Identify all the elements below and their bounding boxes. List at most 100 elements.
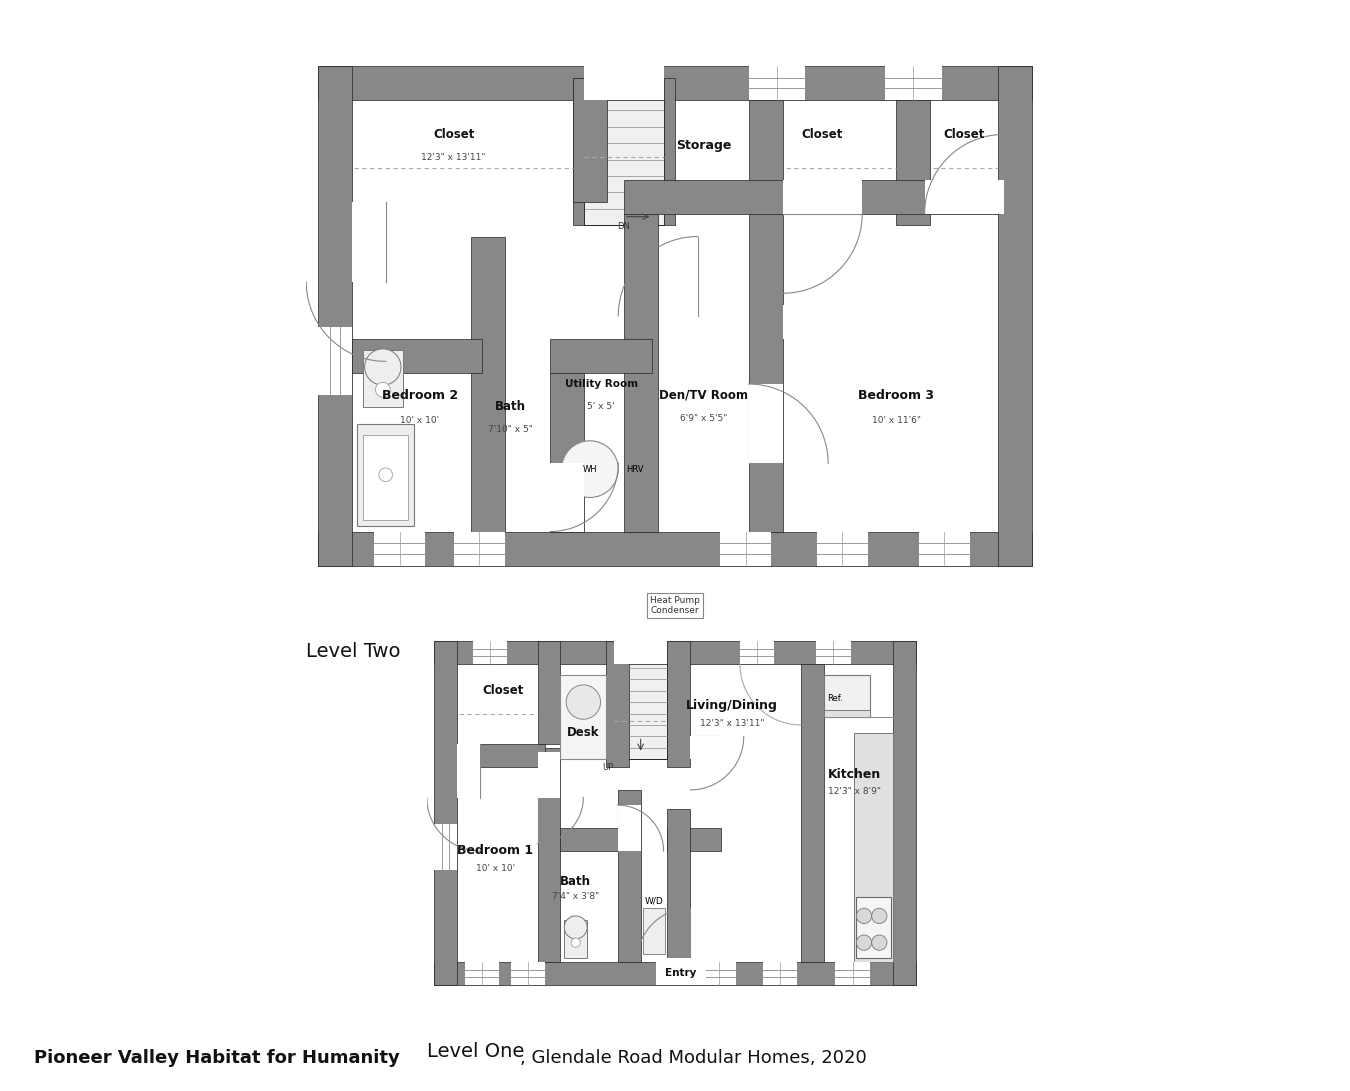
Bar <box>464 962 500 984</box>
Bar <box>618 790 641 962</box>
Bar <box>454 531 505 565</box>
Bar <box>614 656 667 759</box>
Text: 12'3" x 13'11": 12'3" x 13'11" <box>701 719 764 728</box>
Bar <box>458 744 481 798</box>
Bar <box>351 338 482 373</box>
Text: Closet: Closet <box>433 128 474 141</box>
Bar <box>624 214 657 531</box>
Bar <box>472 642 508 663</box>
Bar <box>351 203 386 281</box>
Bar <box>783 180 999 214</box>
Circle shape <box>379 468 393 481</box>
Bar <box>667 810 690 962</box>
Bar <box>351 100 999 531</box>
Bar <box>435 640 458 984</box>
Bar <box>824 709 869 718</box>
Bar <box>435 642 915 663</box>
Bar <box>892 640 915 984</box>
Bar <box>856 897 891 958</box>
Text: 5' x 5': 5' x 5' <box>587 403 616 411</box>
Bar <box>749 100 783 531</box>
Bar <box>374 531 425 565</box>
Bar <box>614 637 667 663</box>
Bar <box>458 744 545 767</box>
Text: 7'10" x 5": 7'10" x 5" <box>489 424 533 434</box>
Bar <box>884 67 942 100</box>
Bar <box>317 327 351 395</box>
Bar <box>560 828 625 851</box>
Bar <box>537 748 560 962</box>
Bar <box>783 304 850 338</box>
Bar <box>740 642 775 663</box>
Bar <box>537 640 560 744</box>
Bar <box>510 962 545 984</box>
Text: Closet: Closet <box>802 128 844 141</box>
Circle shape <box>375 382 390 397</box>
Bar <box>817 642 850 663</box>
Bar <box>664 237 698 316</box>
Bar <box>435 825 458 871</box>
Bar <box>363 350 402 407</box>
Text: Ref.: Ref. <box>828 694 844 703</box>
Text: 10' x 10': 10' x 10' <box>400 417 439 425</box>
Bar <box>643 908 666 954</box>
Bar <box>317 67 1033 100</box>
Text: Storage: Storage <box>676 140 732 153</box>
Text: Bath: Bath <box>495 400 526 413</box>
Bar <box>721 531 771 565</box>
Bar <box>656 958 706 984</box>
Text: Level Two: Level Two <box>306 643 401 661</box>
Bar <box>537 752 560 798</box>
Bar <box>999 67 1033 565</box>
Bar <box>817 531 868 565</box>
Bar <box>363 435 408 520</box>
Bar <box>855 733 892 962</box>
Bar <box>702 962 736 984</box>
Bar <box>763 962 798 984</box>
Bar <box>458 663 892 962</box>
Bar <box>749 384 783 464</box>
Text: Bedroom 2: Bedroom 2 <box>382 388 458 401</box>
Text: UP: UP <box>602 764 614 772</box>
Text: Entry: Entry <box>666 968 697 979</box>
Bar <box>551 464 585 531</box>
Bar <box>690 736 744 759</box>
Bar <box>564 920 587 958</box>
Bar <box>801 663 824 962</box>
Text: DN: DN <box>617 223 630 231</box>
Bar <box>919 531 971 565</box>
Bar <box>560 828 618 962</box>
Bar <box>585 373 629 531</box>
Text: Level One: Level One <box>427 1042 524 1060</box>
Bar <box>572 77 585 225</box>
Text: Closet: Closet <box>944 128 986 141</box>
Bar <box>551 338 652 373</box>
Bar <box>925 180 1004 214</box>
Text: WH: WH <box>583 465 597 473</box>
Text: Kitchen: Kitchen <box>828 768 882 781</box>
Bar <box>657 214 755 531</box>
Bar <box>585 77 664 225</box>
Text: 12'3" x 13'11": 12'3" x 13'11" <box>421 153 486 161</box>
Bar <box>317 531 1033 565</box>
Bar <box>624 180 783 214</box>
Text: 7'4" x 3'8": 7'4" x 3'8" <box>552 892 599 901</box>
Circle shape <box>566 685 601 719</box>
Circle shape <box>562 441 618 497</box>
Text: , Glendale Road Modular Homes, 2020: , Glendale Road Modular Homes, 2020 <box>520 1050 867 1067</box>
Bar <box>317 67 351 565</box>
Circle shape <box>571 938 580 947</box>
Text: Pioneer Valley Habitat for Humanity: Pioneer Valley Habitat for Humanity <box>34 1050 400 1067</box>
Bar <box>656 958 706 984</box>
Bar <box>836 962 869 984</box>
Bar <box>641 828 667 962</box>
Bar <box>606 640 629 767</box>
Bar <box>471 237 505 531</box>
Text: Bedroom 1: Bedroom 1 <box>458 844 533 858</box>
Circle shape <box>564 916 587 938</box>
Bar <box>358 423 414 526</box>
Text: Closet: Closet <box>482 684 524 697</box>
Text: Den/TV Room: Den/TV Room <box>659 388 748 401</box>
Text: Bath: Bath <box>560 875 591 888</box>
Bar <box>749 67 806 100</box>
